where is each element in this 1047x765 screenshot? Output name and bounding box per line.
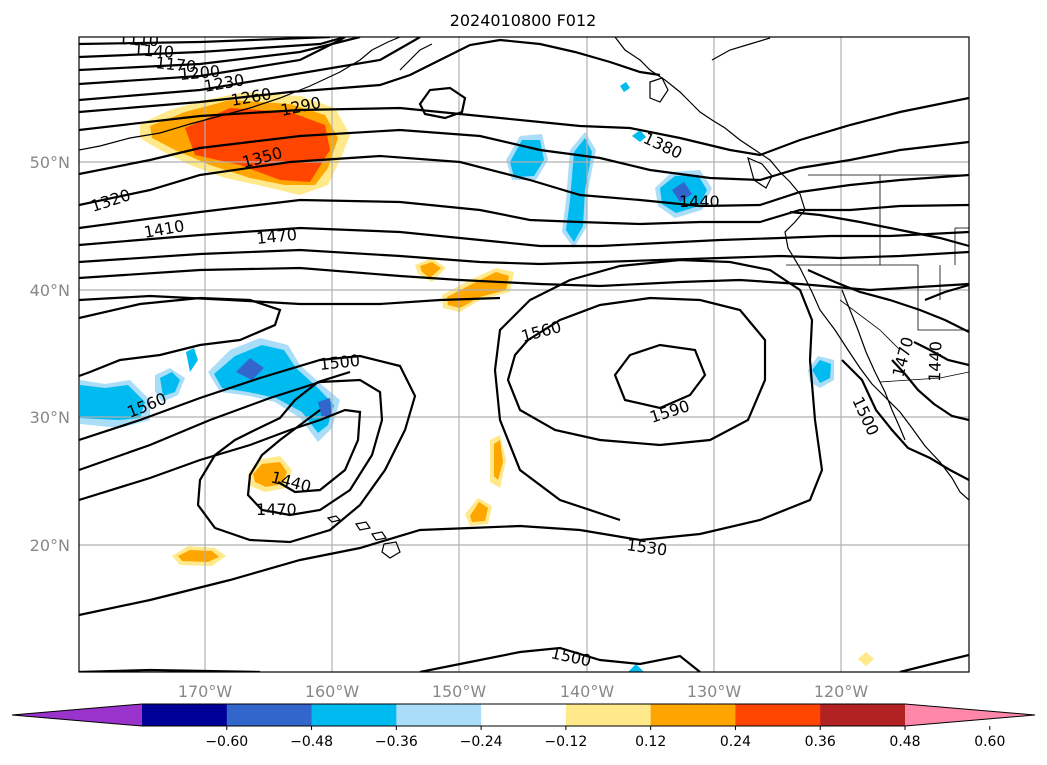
contour-label: 1470: [255, 225, 297, 248]
lon-label: 140°W: [560, 682, 615, 701]
negative-shading: [80, 82, 834, 672]
colorbar-swatch: [311, 704, 397, 726]
colorbar-extend-min: [12, 704, 142, 726]
map-frame: [78, 36, 970, 673]
lat-label: 20°N: [30, 536, 70, 555]
political-borders: [786, 174, 969, 383]
colorbar-tick-label: −0.60: [205, 734, 248, 750]
lon-label: 160°W: [305, 682, 360, 701]
lat-label: 40°N: [30, 281, 70, 300]
colorbar-swatch: [396, 704, 482, 726]
coastlines: [79, 37, 969, 559]
colorbar-tick-label: −0.36: [375, 734, 418, 750]
contour-label: 1110: [118, 29, 160, 50]
lon-label: 170°W: [178, 682, 233, 701]
longitude-labels: 170°W 160°W 150°W 140°W 130°W 120°W: [178, 682, 869, 701]
contour-label: 1500: [318, 351, 360, 374]
contour-label: 1200: [179, 62, 221, 84]
colorbar-tick-label: 0.48: [889, 734, 920, 750]
colorbar-swatch: [142, 704, 228, 726]
lon-label: 130°W: [687, 682, 742, 701]
lon-label: 150°W: [432, 682, 487, 701]
colorbar: −0.60 −0.48 −0.36 −0.24 −0.12 0.12 0.24 0.36 0.4…: [11, 703, 1036, 750]
contour-label: 1140: [133, 40, 175, 62]
map-title: 2024010800 F012: [450, 11, 597, 30]
colorbar-extend-max: [905, 704, 1035, 726]
colorbar-swatch: [226, 704, 313, 726]
contour-label: 1470: [256, 500, 297, 519]
colorbar-tick-label: 0.60: [974, 734, 1005, 750]
colorbar-swatch: [481, 704, 567, 726]
colorbar-tick-label: 0.12: [635, 734, 666, 750]
colorbar-tick-label: −0.24: [460, 734, 503, 750]
graticule: [79, 37, 969, 672]
lon-label: 120°W: [814, 682, 869, 701]
colorbar-outline: [11, 703, 1036, 727]
contour-labels: 1110 1140 1170 1200 1230 1260 1290 1320 …: [88, 29, 945, 670]
latitude-labels: 50°N 40°N 30°N 20°N: [30, 153, 70, 555]
colorbar-tick-label: −0.12: [544, 734, 587, 750]
colorbar-tick-label: 0.36: [805, 734, 836, 750]
colorbar-swatch: [735, 704, 821, 726]
colorbar-swatch: [820, 704, 906, 726]
colorbar-tick-label: −0.48: [290, 734, 333, 750]
colorbar-tick-label: 0.24: [720, 734, 751, 750]
lat-label: 30°N: [30, 408, 70, 427]
contour-label: 1170: [155, 53, 197, 76]
lat-label: 50°N: [30, 153, 70, 172]
height-contours: [79, 37, 969, 672]
colorbar-swatch: [650, 704, 736, 726]
contour-label: 1440: [679, 192, 720, 211]
map-area: 1110 1140 1170 1200 1230 1260 1290 1320 …: [79, 29, 969, 672]
contour-label: 1440: [925, 341, 945, 382]
colorbar-swatch: [565, 704, 652, 726]
